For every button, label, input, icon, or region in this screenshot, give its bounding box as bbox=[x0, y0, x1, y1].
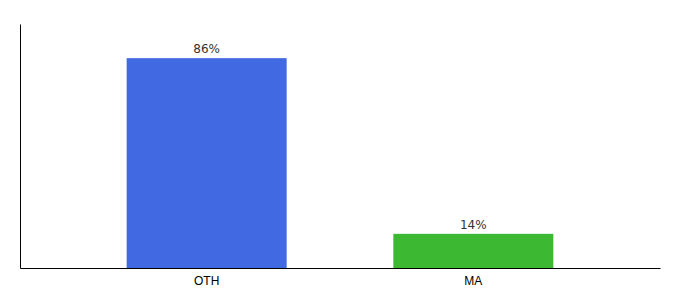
y-axis bbox=[20, 25, 21, 269]
x-tick: OTH bbox=[194, 268, 219, 288]
bar bbox=[127, 58, 287, 268]
y-axis-line bbox=[20, 25, 21, 269]
bar bbox=[393, 234, 553, 268]
data-label: 14% bbox=[460, 218, 487, 232]
x-axis-line bbox=[21, 268, 661, 269]
x-tick-label: OTH bbox=[194, 274, 219, 288]
bars bbox=[127, 58, 554, 268]
data-label: 86% bbox=[193, 42, 220, 56]
data-labels: 86% 14% bbox=[193, 42, 486, 232]
x-tick-label: MA bbox=[464, 274, 482, 288]
x-tick: MA bbox=[464, 268, 482, 288]
chart: OTH MA 86% 14% bbox=[0, 0, 680, 300]
x-axis: OTH MA bbox=[21, 268, 661, 288]
plot: OTH MA 86% 14% bbox=[21, 25, 661, 288]
